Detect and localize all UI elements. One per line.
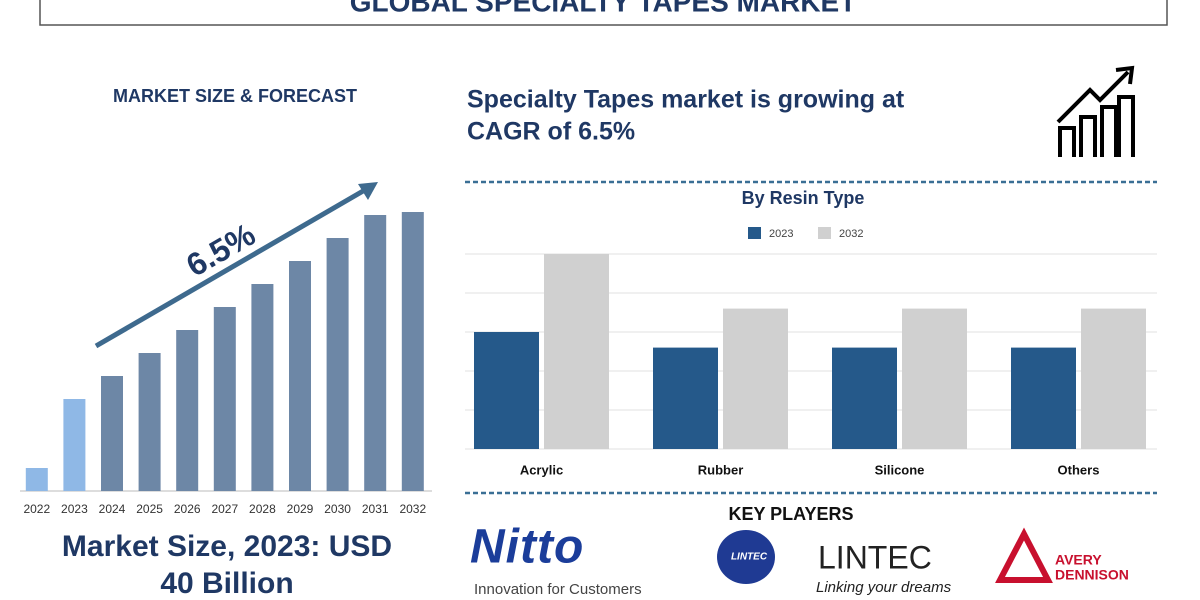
headline: CAGR of 6.5%	[467, 118, 635, 146]
x-tick-label: Acrylic	[520, 462, 563, 477]
avery-logo: DENNISON	[1055, 567, 1129, 583]
headline: Specialty Tapes market is growing at	[467, 86, 905, 114]
growth-icon	[1056, 65, 1135, 157]
lintec-badge	[717, 530, 775, 584]
x-tick-label: 2022	[23, 502, 50, 516]
bar	[138, 353, 161, 491]
nitto-tagline: Innovation for Customers	[474, 581, 642, 598]
x-tick-label: Rubber	[698, 462, 744, 477]
chart-title: MARKET SIZE & FORECAST	[113, 86, 357, 106]
title-box	[39, 0, 1168, 26]
x-tick-label: 2023	[61, 502, 88, 516]
page-title: GLOBAL SPECIALTY TAPES MARKET	[350, 0, 857, 17]
bar	[1011, 347, 1076, 449]
avery-logo: AVERY	[1055, 552, 1102, 568]
lintec-tagline: Linking your dreams	[816, 579, 952, 596]
bar	[326, 238, 349, 491]
x-tick-label: 2028	[249, 502, 276, 516]
x-tick-label: 2030	[324, 502, 351, 516]
bar	[101, 376, 123, 491]
bar	[25, 468, 48, 491]
legend-swatch	[748, 227, 761, 239]
chart-title: By Resin Type	[742, 188, 865, 208]
bar	[653, 347, 718, 449]
nitto-logo: Nitto	[470, 521, 584, 574]
key-players-title: KEY PLAYERS	[728, 504, 853, 524]
lintec-logo: LINTEC	[818, 539, 932, 575]
growth-arrow	[94, 184, 372, 349]
bar	[1081, 308, 1146, 449]
lintec-badge-text: LINTEC	[731, 552, 768, 563]
x-tick-label: 2027	[211, 502, 238, 516]
x-tick-label: 2024	[99, 502, 126, 516]
bar	[289, 261, 311, 491]
bar	[544, 254, 609, 449]
legend-label: 2023	[769, 228, 793, 240]
bar	[213, 307, 236, 491]
bar	[364, 215, 387, 491]
bar	[176, 330, 199, 491]
bar	[902, 308, 967, 449]
market-size: 40 Billion	[160, 567, 293, 600]
growth-arrow-head	[358, 182, 378, 200]
bar	[63, 399, 86, 491]
bar	[251, 284, 274, 491]
bar	[832, 347, 897, 449]
avery-icon	[995, 527, 1053, 583]
x-tick-label: 2031	[362, 502, 389, 516]
legend-swatch	[818, 227, 831, 239]
bar	[723, 308, 788, 449]
bar	[401, 212, 424, 491]
x-tick-label: 2029	[287, 502, 314, 516]
x-tick-label: 2032	[399, 502, 426, 516]
x-tick-label: Others	[1058, 462, 1100, 477]
x-tick-label: 2026	[174, 502, 201, 516]
x-tick-label: 2025	[136, 502, 163, 516]
market-size: Market Size, 2023: USD	[62, 530, 392, 563]
bar	[474, 332, 539, 449]
legend-label: 2032	[839, 228, 863, 240]
x-tick-label: Silicone	[875, 462, 925, 477]
